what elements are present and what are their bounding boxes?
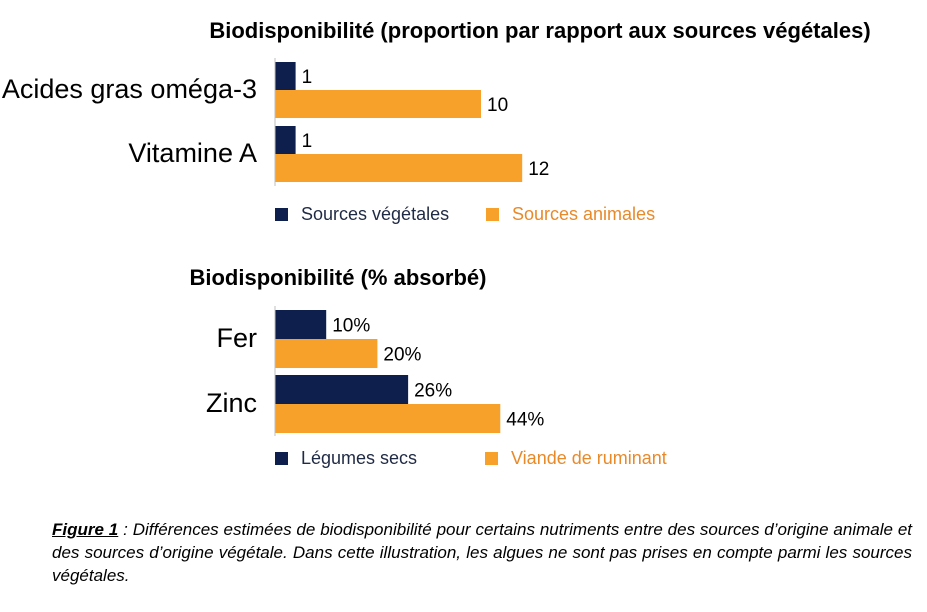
data-label: 10% <box>332 316 370 337</box>
data-label: 26% <box>414 381 452 402</box>
bar-dark <box>275 375 409 404</box>
chart-1-title: Biodisponibilité (proportion par rapport… <box>209 18 870 43</box>
bar-orange <box>275 154 523 182</box>
bar-dark <box>275 310 327 339</box>
data-label: 1 <box>302 67 313 88</box>
chart-2-title: Biodisponibilité (% absorbé) <box>189 265 486 290</box>
legend-swatch <box>485 452 498 465</box>
data-label: 12 <box>528 159 549 180</box>
legend-label: Sources végétales <box>301 204 449 224</box>
caption-text: : Différences estimées de biodisponibili… <box>52 520 912 585</box>
legend-swatch <box>275 208 288 221</box>
data-label: 44% <box>506 410 544 431</box>
bar-dark <box>275 62 296 90</box>
figure-caption: Figure 1 : Différences estimées de biodi… <box>52 518 912 587</box>
bar-dark <box>275 126 296 154</box>
data-label: 1 <box>302 131 313 152</box>
legend-label: Sources animales <box>512 204 655 224</box>
bar-orange <box>275 339 378 368</box>
legend-label: Légumes secs <box>301 448 417 468</box>
legend-swatch <box>486 208 499 221</box>
category-label: Acides gras oméga-3 <box>2 74 257 104</box>
category-label: Fer <box>217 323 258 353</box>
data-label: 20% <box>383 345 421 366</box>
category-label: Vitamine A <box>128 138 257 168</box>
category-label: Zinc <box>206 388 257 418</box>
bar-orange <box>275 404 501 433</box>
figure-label: Figure 1 <box>52 520 119 539</box>
data-label: 10 <box>487 95 508 116</box>
bar-orange <box>275 90 481 118</box>
legend-label: Viande de ruminant <box>511 448 667 468</box>
figure: Biodisponibilité (proportion par rapport… <box>2 18 871 468</box>
legend-swatch <box>275 452 288 465</box>
